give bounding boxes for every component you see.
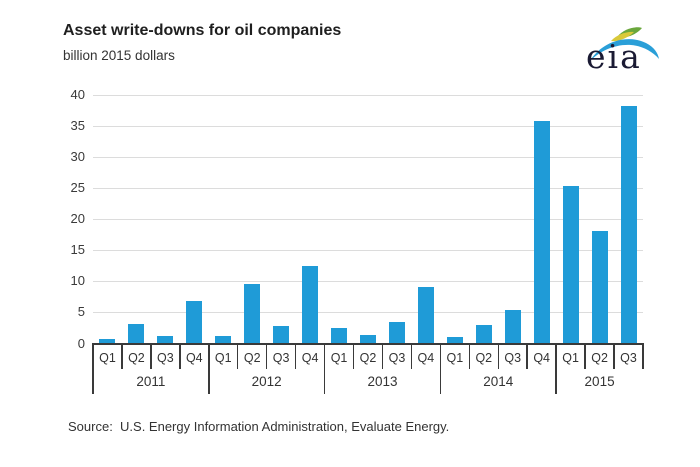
x-axis-quarter-label: Q1 (330, 350, 348, 365)
quarter-tick (294, 343, 297, 369)
bar-2015-q2 (591, 231, 608, 344)
bar-2012-q1 (215, 336, 232, 344)
bar-2014-q4 (533, 121, 550, 344)
y-axis-tick-label: 10 (70, 273, 85, 289)
eia-logo-text: eia (586, 37, 642, 76)
bar-2011-q2 (128, 323, 145, 344)
x-axis-quarter-label: Q4 (417, 350, 435, 365)
x-axis-quarter-label: Q1 (562, 350, 579, 365)
bar-2011-q3 (157, 336, 174, 344)
bar-2013-q3 (388, 322, 405, 344)
quarter-tick (121, 343, 123, 369)
x-axis-quarter-label: Q3 (388, 350, 406, 365)
x-axis-quarter-label: Q1 (99, 350, 116, 365)
eia-swoosh-icon (590, 27, 659, 61)
x-axis-quarter-label: Q3 (504, 350, 522, 365)
year-boundary-tick (439, 343, 442, 394)
x-axis-quarter-label: Q1 (446, 350, 464, 365)
bar-2014-q1 (446, 336, 463, 344)
x-axis-quarter-label: Q2 (243, 350, 261, 365)
y-gridline (93, 187, 643, 189)
bar-2013-q2 (360, 335, 376, 344)
quarter-tick (642, 343, 644, 369)
quarter-tick (150, 343, 152, 369)
y-axis-tick-label: 0 (77, 335, 85, 351)
y-gridline (93, 156, 643, 158)
x-axis-year-label: 2014 (483, 373, 514, 389)
y-axis-tick-label: 35 (70, 118, 85, 134)
y-axis-tick-label: 20 (70, 211, 85, 227)
year-boundary-tick (555, 343, 557, 394)
year-boundary-tick (92, 343, 94, 394)
bar-2012-q3 (273, 326, 290, 344)
bar-2015-q1 (562, 186, 579, 344)
quarter-tick (265, 343, 268, 369)
y-gridline (93, 218, 643, 220)
y-axis-tick-label: 30 (70, 149, 85, 165)
y-gridline (93, 249, 643, 251)
x-axis-quarter-label: Q4 (533, 350, 551, 365)
x-axis-year-label: 2013 (367, 373, 398, 389)
year-boundary-tick (208, 343, 210, 394)
quarter-tick (352, 343, 355, 369)
x-axis-year-label: 2011 (136, 373, 166, 389)
bar-2011-q1 (99, 338, 116, 344)
y-axis-tick-label: 25 (70, 180, 85, 196)
y-axis-tick-label: 15 (70, 242, 85, 258)
y-axis-tick-label: 5 (77, 304, 85, 320)
quarter-tick (410, 343, 413, 369)
x-axis-quarter-label: Q3 (620, 350, 637, 365)
x-axis-quarter-label: Q3 (272, 350, 290, 365)
quarter-tick (179, 343, 181, 369)
x-axis-line (92, 342, 644, 345)
y-gridline (93, 311, 643, 313)
eia-logo: eia (584, 20, 668, 82)
bar-2013-q4 (417, 286, 434, 344)
x-axis-quarter-label: Q2 (475, 350, 493, 365)
x-axis-quarter-label: Q4 (301, 350, 319, 365)
x-axis-quarter-label: Q2 (359, 350, 377, 365)
y-gridline (93, 280, 643, 282)
bar-2015-q3 (620, 106, 637, 344)
bar-2012-q2 (244, 284, 261, 344)
year-boundary-tick (323, 343, 326, 394)
x-axis-quarter-label: Q1 (214, 350, 232, 365)
logo-leaf-yellow-icon (611, 31, 634, 42)
bar-2012-q4 (302, 265, 319, 344)
x-axis-quarter-label: Q2 (591, 350, 608, 365)
chart-subtitle: billion 2015 dollars (63, 48, 175, 63)
source-note: Source: U.S. Energy Information Administ… (68, 419, 450, 434)
logo-swoosh-blue-icon (590, 39, 659, 61)
chart-title: Asset write-downs for oil companies (63, 22, 342, 39)
quarter-tick (526, 343, 528, 369)
x-axis-year-label: 2012 (251, 373, 282, 389)
y-gridline (93, 94, 643, 96)
bar-2013-q1 (331, 327, 348, 344)
bar-2011-q4 (186, 301, 203, 344)
x-axis-quarter-label: Q3 (157, 350, 174, 365)
y-gridline (93, 125, 643, 127)
quarter-tick (613, 343, 615, 369)
bar-2014-q2 (475, 324, 492, 344)
x-axis-quarter-label: Q2 (128, 350, 145, 365)
quarter-tick (381, 343, 384, 369)
x-axis-year-label: 2015 (584, 373, 615, 389)
quarter-tick (497, 343, 499, 369)
y-axis-tick-label: 40 (70, 87, 85, 102)
quarter-tick (468, 343, 471, 369)
x-axis-quarter-label: Q4 (185, 350, 203, 365)
bar-2014-q3 (504, 309, 521, 344)
quarter-tick (584, 343, 586, 369)
quarter-tick (236, 343, 239, 369)
